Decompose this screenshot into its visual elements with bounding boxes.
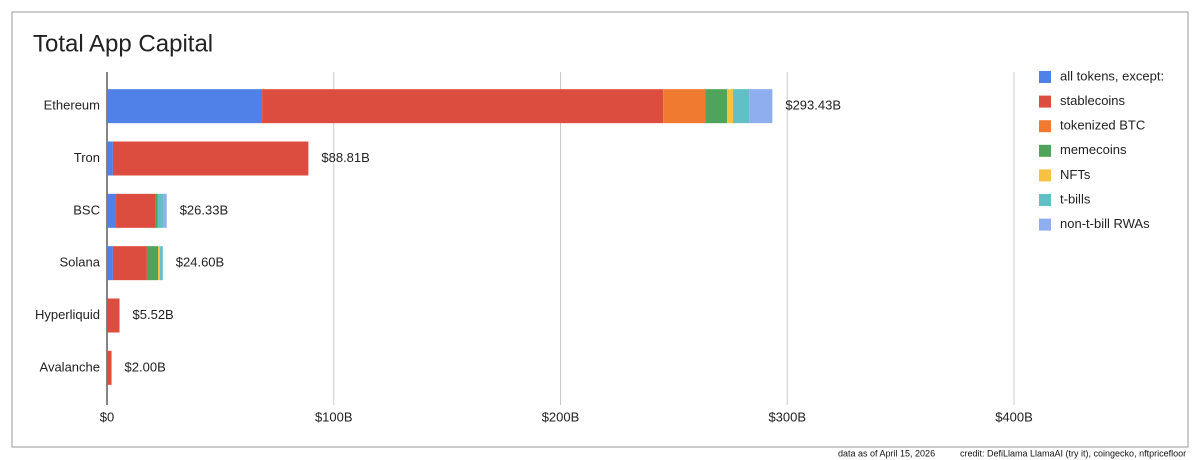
chart-frame xyxy=(11,11,1189,448)
legend-label: memecoins xyxy=(1060,142,1127,157)
bar-segment xyxy=(160,246,163,281)
bar-segment xyxy=(262,89,664,124)
total-label: $88.81B xyxy=(321,150,369,165)
bar-segment xyxy=(146,246,159,281)
x-tick-label: $300B xyxy=(768,409,806,424)
bar-segment xyxy=(663,89,706,124)
legend-swatch xyxy=(1039,71,1051,83)
legend-label: t-bills xyxy=(1060,191,1091,206)
bar-segment xyxy=(107,141,113,176)
total-label: $5.52B xyxy=(133,307,174,322)
bar-segment xyxy=(107,89,263,124)
bar-segment xyxy=(727,89,734,124)
legend-label: all tokens, except: xyxy=(1060,68,1164,83)
total-label: $2.00B xyxy=(125,359,166,374)
legend-swatch xyxy=(1039,194,1051,206)
x-tick-label: $100B xyxy=(315,409,353,424)
bar-segment xyxy=(107,246,113,281)
bar-segment xyxy=(163,193,167,228)
y-tick-label: BSC xyxy=(73,202,100,217)
chart-title: Total App Capital xyxy=(33,30,213,57)
bar-segment xyxy=(749,89,773,124)
legend-label: stablecoins xyxy=(1060,93,1126,108)
total-label: $293.43B xyxy=(785,98,841,113)
bar-segment xyxy=(116,193,156,228)
bar-segment xyxy=(107,298,120,333)
y-tick-label: Avalanche xyxy=(40,359,100,374)
y-tick-label: Tron xyxy=(74,150,100,165)
legend-swatch xyxy=(1039,169,1051,182)
bar-segment xyxy=(733,89,750,124)
legend-label: NFTs xyxy=(1060,167,1091,182)
legend-label: tokenized BTC xyxy=(1060,118,1145,133)
bar-segment xyxy=(705,89,728,124)
x-tick-label: $0 xyxy=(100,409,114,424)
bar-segment xyxy=(157,193,164,228)
legend-swatch xyxy=(1039,120,1051,133)
bar-segment xyxy=(107,193,117,228)
y-tick-label: Solana xyxy=(60,255,101,270)
total-label: $24.60B xyxy=(176,255,224,270)
bar-segment xyxy=(158,246,161,281)
bar-segment xyxy=(112,246,147,281)
bar-segment xyxy=(155,193,158,228)
legend-swatch xyxy=(1039,218,1051,231)
legend-swatch xyxy=(1039,95,1051,108)
x-tick-label: $200B xyxy=(542,409,580,424)
footer-credit: credit: DefiLlama LlamaAI (try it), coin… xyxy=(960,448,1186,458)
legend-swatch xyxy=(1039,144,1051,157)
footer-date: data as of April 15, 2026 xyxy=(838,448,935,458)
y-tick-label: Ethereum xyxy=(44,98,100,113)
bar-segment xyxy=(107,350,112,385)
bar-segment xyxy=(112,141,309,176)
x-tick-label: $400B xyxy=(995,409,1033,424)
y-tick-label: Hyperliquid xyxy=(35,307,100,322)
total-label: $26.33B xyxy=(180,202,228,217)
legend-label: non-t-bill RWAs xyxy=(1060,216,1150,231)
